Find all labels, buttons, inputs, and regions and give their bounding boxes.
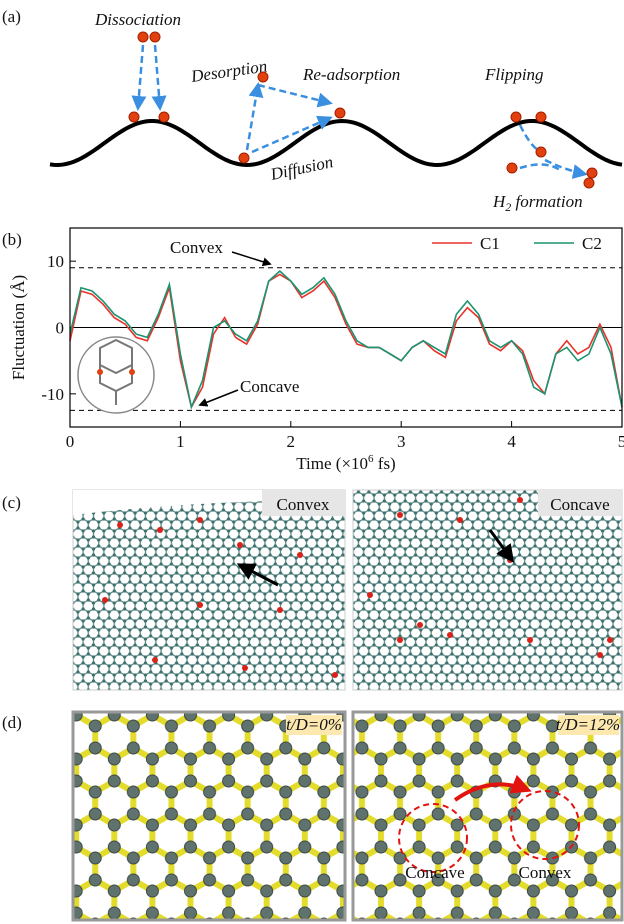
- panel-b: (b) -10 0 10 0 1 2 3 4 5 C1 C2 Convex Concave Fluctua…: [2, 227, 624, 473]
- tag-bg: [262, 490, 345, 516]
- tag-bg: [558, 715, 619, 735]
- lattice: [351, 710, 624, 922]
- legend-label: C2: [582, 234, 602, 253]
- label: Flipping: [484, 65, 544, 84]
- x-axis-label: Time (×10: [296, 454, 368, 473]
- x-axis-label: Time (×106 fs): [296, 453, 395, 473]
- x-tick-label: 2: [287, 432, 296, 451]
- label: Convex: [519, 863, 572, 882]
- tag: t/D=0%: [286, 715, 342, 734]
- panel-c: (c) Convex Concave: [2, 489, 623, 691]
- x-axis-label: fs): [374, 454, 396, 473]
- x-tick-label: 5: [618, 432, 624, 451]
- label: H: [492, 192, 507, 211]
- label: Re-adsorption: [302, 65, 400, 84]
- y-tick-label: 10: [47, 252, 64, 271]
- lattice: [71, 710, 347, 922]
- annotation: Convex: [170, 238, 223, 257]
- highlight: [510, 790, 580, 860]
- surface-curve: [49, 118, 623, 168]
- tag: t/D=12%: [556, 715, 620, 734]
- md-snapshot: [352, 489, 623, 691]
- highlight: [398, 803, 468, 873]
- arrow: [453, 774, 532, 802]
- tag: Concave: [550, 495, 609, 514]
- panel-label: (a): [2, 7, 21, 26]
- arrow: [488, 529, 515, 563]
- md-snapshot: [72, 489, 346, 691]
- panel-label: (b): [2, 230, 22, 249]
- y-tick-label: -10: [41, 385, 64, 404]
- x-tick-label: 1: [176, 432, 185, 451]
- inset: [77, 336, 155, 414]
- panel-d: (d) t/D=0% t/D=12% Concave Convex: [2, 710, 624, 922]
- series-line: [69, 270, 623, 410]
- y-tick-label: 0: [56, 319, 65, 338]
- label: 2: [505, 200, 511, 214]
- tag-bg: [538, 490, 622, 516]
- x-axis-label: 6: [368, 453, 374, 465]
- panel-a: (a) Dissociation Desorption Re-adsorptio…: [2, 7, 623, 214]
- series-line: [69, 273, 623, 410]
- label: Concave: [405, 863, 464, 882]
- tag-bg: [286, 715, 342, 735]
- atoms: [128, 31, 598, 189]
- arrow: [236, 563, 279, 587]
- panel-label: (c): [2, 493, 21, 512]
- x-tick-label: 4: [507, 432, 516, 451]
- label: Diffusion: [268, 152, 335, 184]
- label: H2 formation: [492, 192, 583, 214]
- y-axis-label: Fluctuation (Å): [9, 275, 28, 380]
- tag: Convex: [277, 495, 330, 514]
- inset-h: [97, 369, 103, 375]
- label: formation: [511, 192, 582, 211]
- annotation-arrow: [231, 251, 272, 267]
- inset-h: [129, 369, 135, 375]
- x-tick-label: 3: [397, 432, 406, 451]
- inset-lattice: [99, 338, 133, 405]
- x-tick-label: 0: [66, 432, 75, 451]
- panel-label: (d): [2, 713, 22, 732]
- arrows: [131, 44, 588, 179]
- hydrogens: [102, 497, 613, 678]
- annotation: Concave: [240, 377, 299, 396]
- annotation-arrow: [198, 389, 239, 407]
- plot-frame: [69, 227, 623, 428]
- label: Dissociation: [94, 10, 181, 29]
- label: Desorption: [189, 56, 268, 86]
- legend-label: C1: [480, 234, 500, 253]
